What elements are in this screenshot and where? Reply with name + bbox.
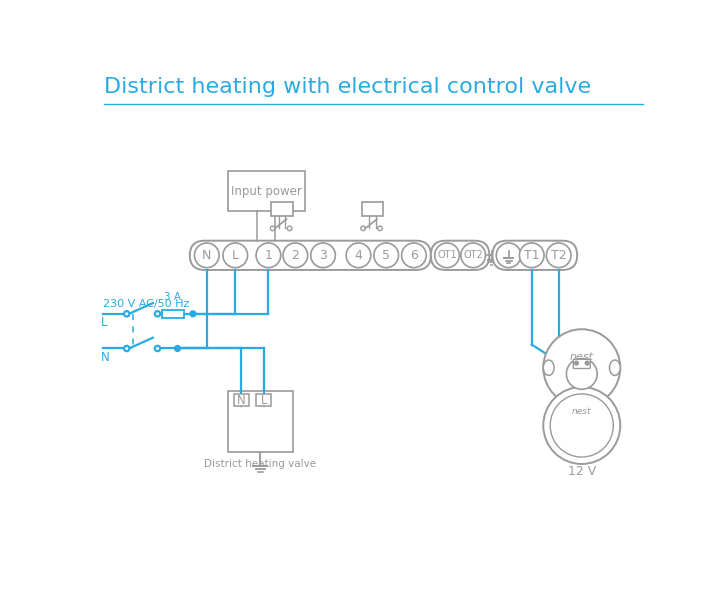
Circle shape <box>550 394 614 457</box>
Text: 3: 3 <box>319 249 327 262</box>
FancyBboxPatch shape <box>431 241 489 270</box>
Circle shape <box>378 226 382 230</box>
FancyBboxPatch shape <box>228 172 304 211</box>
Circle shape <box>155 311 160 317</box>
Text: 5: 5 <box>382 249 390 262</box>
Text: N: N <box>101 351 110 364</box>
Circle shape <box>283 243 308 268</box>
Text: 230 V AC/50 Hz: 230 V AC/50 Hz <box>103 299 189 309</box>
Text: District heating with electrical control valve: District heating with electrical control… <box>103 77 590 97</box>
Text: 6: 6 <box>410 249 418 262</box>
Circle shape <box>574 361 578 365</box>
Circle shape <box>155 346 160 351</box>
Text: L: L <box>261 394 267 406</box>
Circle shape <box>543 329 620 406</box>
Ellipse shape <box>609 360 620 375</box>
FancyBboxPatch shape <box>190 241 431 270</box>
Circle shape <box>519 243 544 268</box>
Circle shape <box>435 243 459 268</box>
Text: OT1: OT1 <box>438 250 457 260</box>
Circle shape <box>346 243 371 268</box>
Circle shape <box>543 387 620 464</box>
Circle shape <box>175 346 181 352</box>
Circle shape <box>546 243 571 268</box>
FancyBboxPatch shape <box>228 391 293 453</box>
Circle shape <box>288 226 292 230</box>
Text: 3 A: 3 A <box>165 292 181 302</box>
Circle shape <box>311 243 336 268</box>
Text: nest: nest <box>570 352 594 362</box>
FancyBboxPatch shape <box>574 359 590 368</box>
FancyBboxPatch shape <box>256 394 272 406</box>
Text: T2: T2 <box>551 249 566 262</box>
Text: N: N <box>237 394 246 406</box>
Text: 4: 4 <box>355 249 363 262</box>
Text: L: L <box>101 316 108 329</box>
FancyBboxPatch shape <box>271 202 293 216</box>
FancyBboxPatch shape <box>162 310 183 318</box>
Circle shape <box>402 243 426 268</box>
Circle shape <box>124 311 130 317</box>
Text: Input power: Input power <box>231 185 301 198</box>
FancyBboxPatch shape <box>362 202 383 216</box>
Circle shape <box>270 226 275 230</box>
Circle shape <box>566 359 597 389</box>
Circle shape <box>361 226 365 230</box>
Text: OT2: OT2 <box>463 250 483 260</box>
Circle shape <box>223 243 248 268</box>
Text: 12 V: 12 V <box>568 465 596 478</box>
Circle shape <box>190 311 196 317</box>
Circle shape <box>585 361 589 365</box>
Text: N: N <box>202 249 211 262</box>
Text: T1: T1 <box>524 249 539 262</box>
Circle shape <box>461 243 486 268</box>
Ellipse shape <box>543 360 554 375</box>
Circle shape <box>124 346 130 351</box>
Text: 2: 2 <box>291 249 299 262</box>
Circle shape <box>194 243 219 268</box>
Text: District heating valve: District heating valve <box>205 459 317 469</box>
FancyBboxPatch shape <box>492 241 577 270</box>
Circle shape <box>496 243 521 268</box>
Text: 1: 1 <box>264 249 272 262</box>
Text: nest: nest <box>572 407 592 416</box>
FancyBboxPatch shape <box>234 394 249 406</box>
Text: L: L <box>232 249 239 262</box>
Circle shape <box>374 243 398 268</box>
Circle shape <box>256 243 281 268</box>
